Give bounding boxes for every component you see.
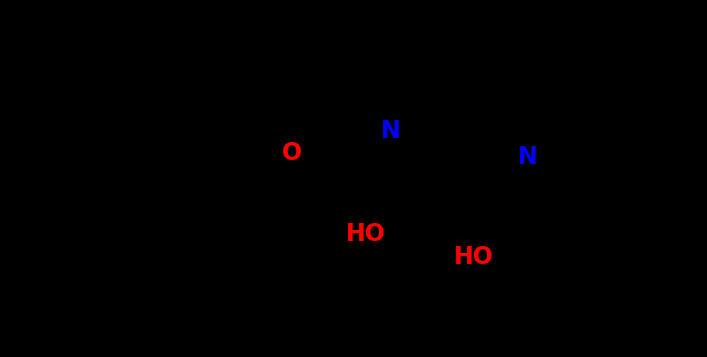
- Bar: [283, 144, 301, 162]
- Text: HO: HO: [346, 222, 386, 246]
- Bar: [458, 248, 489, 266]
- Bar: [518, 147, 537, 166]
- Bar: [351, 225, 381, 243]
- Bar: [381, 122, 399, 141]
- Text: HO: HO: [454, 245, 493, 269]
- Text: O: O: [282, 141, 302, 165]
- Text: N: N: [380, 119, 400, 144]
- Text: N: N: [518, 145, 537, 169]
